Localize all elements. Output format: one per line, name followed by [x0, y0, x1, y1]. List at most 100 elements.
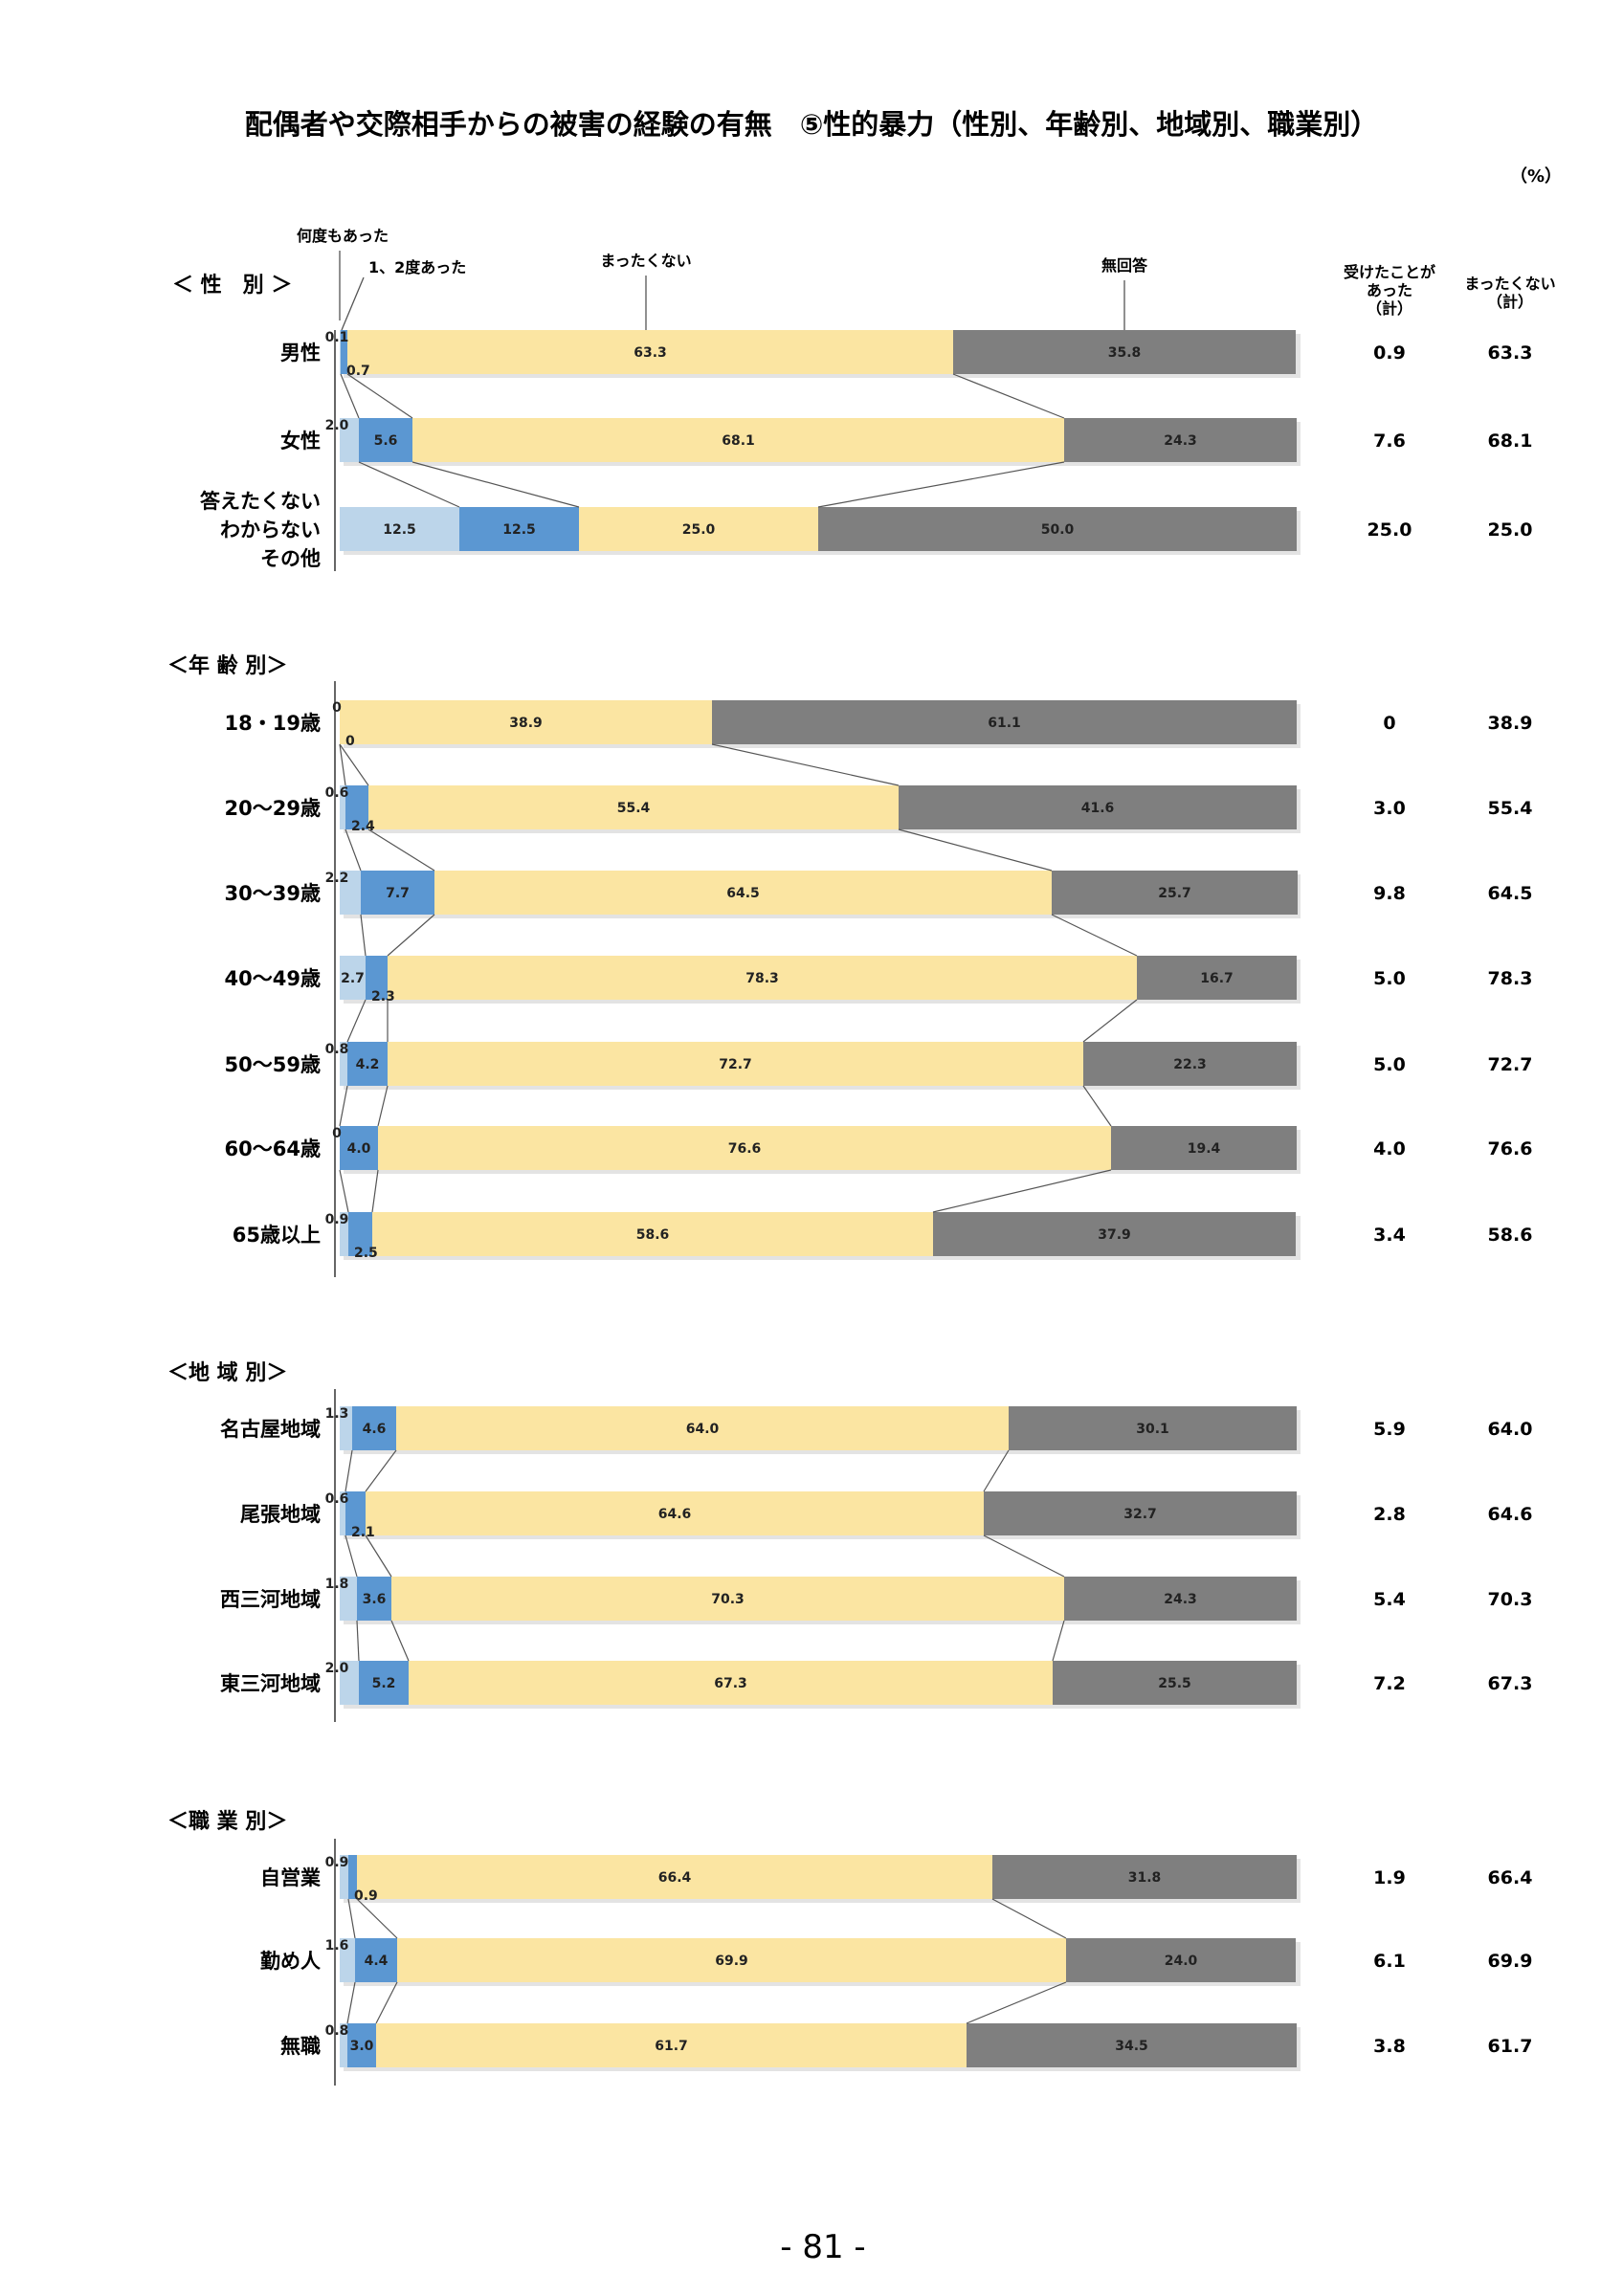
bar-row: 65歳以上 0.9 2.5 58.6 37.9 3.4 58.6	[233, 1212, 1533, 1261]
connector-line	[345, 828, 362, 872]
data-label: 1.6	[325, 1938, 349, 1954]
data-label: 64.0	[686, 1422, 720, 1437]
bar-row: 東三河地域 2.0 5.2 67.3 25.5 7.2 67.3	[220, 1661, 1532, 1709]
connector-line	[1082, 999, 1138, 1043]
bar-segment-never	[579, 507, 818, 551]
page-number: - 81 -	[780, 2228, 865, 2266]
bar-segment-noanswer	[1066, 1938, 1296, 1982]
connector-line	[346, 373, 413, 419]
row-label: その他	[260, 547, 321, 570]
connector-line	[983, 1534, 1065, 1578]
data-label: 70.3	[711, 1592, 745, 1607]
data-label: 25.0	[682, 522, 716, 538]
connector-line	[339, 743, 369, 786]
data-label: 37.9	[1098, 1227, 1131, 1243]
data-label: 22.3	[1173, 1057, 1207, 1072]
unit-label: （%）	[1510, 166, 1562, 187]
summary-experienced: 9.8	[1373, 883, 1406, 904]
bar-segment-noanswer	[953, 330, 1296, 374]
data-label: 69.9	[715, 1954, 748, 1969]
data-label: 34.5	[1115, 2039, 1148, 2054]
bar-row: 西三河地域 1.8 3.6 70.3 24.3 5.4 70.3	[220, 1577, 1532, 1624]
summary-never: 66.4	[1488, 1867, 1533, 1888]
legend-never: まったくない	[600, 252, 691, 270]
bar-segment-noanswer	[1137, 956, 1297, 1000]
bar-segment-never	[357, 1855, 992, 1899]
summary-experienced: 3.8	[1373, 2036, 1406, 2057]
bar-segment-once	[359, 418, 412, 462]
connector-line	[817, 461, 1065, 508]
group-title: ＜地 域 別＞	[167, 1360, 287, 1385]
row-label: 尾張地域	[240, 1503, 321, 1526]
bar-segment-noanswer	[1083, 1042, 1297, 1086]
summary-header-experienced: （計）	[1367, 299, 1412, 318]
bar-segment-many	[340, 871, 361, 915]
bar-segment-many	[340, 1577, 357, 1621]
data-label: 2.7	[341, 971, 365, 986]
connector-line	[356, 1898, 398, 1939]
bar-segment-noanswer	[899, 785, 1297, 829]
connector-line	[390, 1620, 410, 1662]
connector-line	[340, 373, 360, 419]
row-label: 東三河地域	[220, 1672, 321, 1695]
bar-segment-many	[340, 330, 341, 374]
legend-many: 何度もあった	[297, 227, 389, 245]
summary-never: 70.3	[1488, 1589, 1533, 1610]
bar-row: 40～49歳 2.7 2.3 78.3 16.7 5.0 78.3	[225, 956, 1532, 1004]
group-title: ＜職 業 別＞	[167, 1809, 287, 1834]
connector-line	[367, 828, 435, 872]
data-label: 58.6	[636, 1227, 670, 1243]
data-label: 1.8	[325, 1577, 349, 1592]
bar-segment-noanswer	[712, 700, 1297, 744]
data-label: 0	[332, 1126, 342, 1141]
bar-segment-never	[378, 1126, 1111, 1170]
bar-segment-noanswer	[1053, 1661, 1297, 1705]
summary-never: 64.0	[1488, 1419, 1533, 1440]
bar-segment-many	[340, 1938, 355, 1982]
connector-line	[966, 1981, 1067, 2024]
connector-line	[932, 1169, 1112, 1213]
bar-row: 男性 0.1 0.7 63.3 35.8 0.9 63.3	[280, 330, 1532, 379]
bar-segment-once	[355, 1938, 397, 1982]
data-label: 31.8	[1128, 1870, 1162, 1886]
connector-line	[1051, 914, 1138, 957]
connector-line	[346, 999, 367, 1043]
bar-segment-once	[347, 2023, 376, 2067]
page-title: 配偶者や交際相手からの被害の経験の有無 ⑤性的暴力（性別、年齢別、地域別、職業別…	[245, 108, 1379, 141]
data-label: 67.3	[714, 1676, 747, 1691]
data-label: 2.3	[371, 989, 395, 1004]
data-label: 0.8	[325, 2023, 349, 2039]
row-label: 40～49歳	[225, 967, 321, 990]
legend-noanswer: 無回答	[1101, 256, 1148, 275]
summary-experienced: 4.0	[1373, 1138, 1406, 1159]
bar-segment-never	[372, 1212, 933, 1256]
row-label: 答えたくない	[200, 490, 321, 513]
data-label: 35.8	[1108, 345, 1142, 361]
bar-segment-noanswer	[1052, 871, 1298, 915]
data-label: 50.0	[1041, 522, 1075, 538]
data-label: 0	[332, 700, 342, 716]
data-label: 5.6	[374, 433, 398, 449]
summary-experienced: 0	[1383, 713, 1395, 734]
row-label: 西三河地域	[220, 1588, 321, 1611]
bar-segment-never	[376, 2023, 967, 2067]
summary-never: 58.6	[1488, 1225, 1533, 1246]
summary-never: 67.3	[1488, 1673, 1533, 1694]
data-label: 2.0	[325, 1661, 349, 1676]
connector-line	[356, 1620, 360, 1662]
bar-row: 無職0.83.0 61.7 34.5 3.8 61.7	[280, 2023, 1532, 2071]
summary-never: 72.7	[1488, 1054, 1533, 1075]
summary-experienced: 5.4	[1373, 1589, 1406, 1610]
data-label: 12.5	[383, 522, 416, 538]
summary-never: 64.6	[1488, 1504, 1533, 1525]
bar-segment-once	[366, 956, 388, 1000]
group-title: ＜ 性 別 ＞	[172, 274, 292, 298]
data-label: 3.6	[363, 1592, 387, 1607]
connector-line	[339, 1085, 348, 1127]
data-label: 0.9	[325, 1212, 349, 1227]
row-label: 無職	[280, 2035, 321, 2058]
connector-line	[377, 1085, 389, 1127]
